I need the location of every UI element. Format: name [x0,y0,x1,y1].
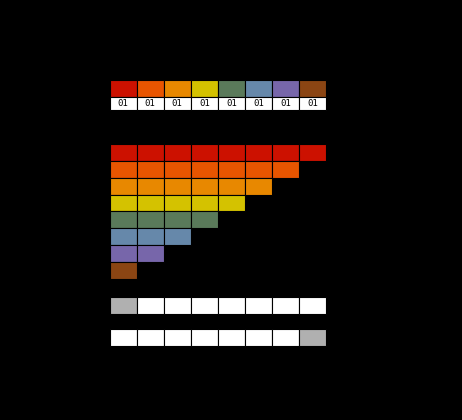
Bar [109,297,137,314]
Bar [272,81,299,97]
Bar [272,144,299,161]
Bar [191,297,218,314]
Bar [164,81,191,97]
Bar [137,211,164,228]
Text: 01: 01 [307,99,318,108]
Bar [109,211,137,228]
Bar [245,97,272,110]
Bar [272,161,299,178]
Bar [191,144,218,161]
Bar [109,262,137,279]
Bar [164,211,191,228]
Text: 01: 01 [145,99,156,108]
Bar [245,81,272,97]
Text: 01: 01 [118,99,128,108]
Bar [164,178,191,194]
Bar [218,330,245,346]
Bar [109,144,137,161]
Bar [109,245,137,262]
Bar [109,97,137,110]
Bar [245,178,272,194]
Text: 01: 01 [226,99,237,108]
Bar [191,194,218,211]
Bar [299,81,326,97]
Bar [137,97,164,110]
Bar [191,330,218,346]
Bar [137,194,164,211]
Bar [164,161,191,178]
Bar [299,330,326,346]
Bar [109,194,137,211]
Bar [109,228,137,245]
Bar [164,228,191,245]
Bar [191,211,218,228]
Bar [218,81,245,97]
Bar [164,194,191,211]
Bar [137,297,164,314]
Bar [272,297,299,314]
Bar [218,194,245,211]
Text: 01: 01 [199,99,210,108]
Bar [218,297,245,314]
Bar [164,297,191,314]
Bar [164,144,191,161]
Bar [218,144,245,161]
Bar [137,161,164,178]
Bar [109,81,137,97]
Bar [191,97,218,110]
Text: 01: 01 [172,99,182,108]
Text: 01: 01 [280,99,291,108]
Bar [191,178,218,194]
Bar [109,178,137,194]
Bar [299,297,326,314]
Bar [109,330,137,346]
Bar [245,144,272,161]
Bar [245,297,272,314]
Bar [137,330,164,346]
Bar [218,97,245,110]
Bar [164,330,191,346]
Bar [245,161,272,178]
Bar [137,228,164,245]
Bar [272,330,299,346]
Bar [164,97,191,110]
Bar [218,178,245,194]
Text: 01: 01 [253,99,264,108]
Bar [109,161,137,178]
Bar [137,245,164,262]
Bar [191,161,218,178]
Bar [299,144,326,161]
Bar [191,81,218,97]
Bar [272,97,299,110]
Bar [137,144,164,161]
Bar [299,97,326,110]
Bar [245,330,272,346]
Bar [137,178,164,194]
Bar [218,161,245,178]
Bar [137,81,164,97]
